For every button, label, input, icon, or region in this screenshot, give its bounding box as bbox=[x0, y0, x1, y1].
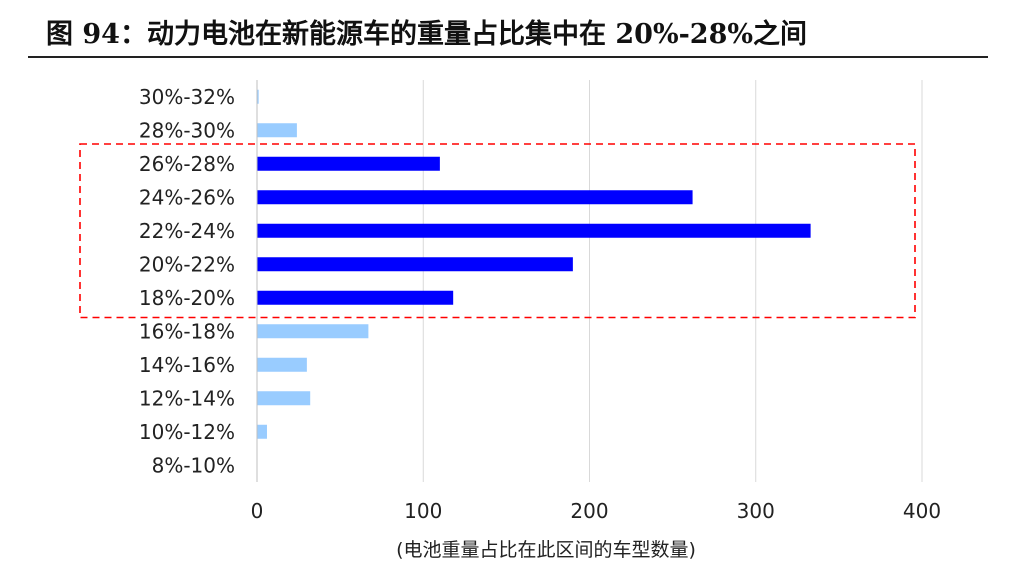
bar-28%-30% bbox=[257, 123, 297, 138]
bar-22%-24% bbox=[257, 223, 811, 238]
category-label: 26%-28% bbox=[139, 152, 235, 176]
title-divider bbox=[28, 56, 988, 58]
category-label: 10%-12% bbox=[139, 420, 235, 444]
category-label: 28%-30% bbox=[139, 118, 235, 142]
bar-24%-26% bbox=[257, 190, 693, 205]
bar-16%-18% bbox=[257, 324, 369, 339]
category-label: 16%-18% bbox=[139, 319, 235, 343]
bar-12%-14% bbox=[257, 391, 311, 406]
category-label: 20%-22% bbox=[139, 252, 235, 276]
x-tick-label: 300 bbox=[737, 499, 775, 523]
figure-title: 图 94：动力电池在新能源车的重量占比集中在 20%-28%之间 bbox=[46, 19, 808, 50]
x-tick-label: 400 bbox=[903, 499, 941, 523]
category-label: 18%-20% bbox=[139, 286, 235, 310]
bar-10%-12% bbox=[257, 424, 267, 439]
x-tick-label: 100 bbox=[404, 499, 442, 523]
category-label: 12%-14% bbox=[139, 386, 235, 410]
x-tick-label: 0 bbox=[251, 499, 264, 523]
grid-lines bbox=[422, 80, 923, 482]
category-label: 30%-32% bbox=[139, 85, 235, 109]
x-axis-label: (电池重量占比在此区间的车型数量) bbox=[396, 539, 696, 561]
category-label: 14%-16% bbox=[139, 353, 235, 377]
bar-14%-16% bbox=[257, 357, 307, 372]
bars bbox=[257, 89, 811, 439]
bar-26%-28% bbox=[257, 156, 440, 171]
category-label: 24%-26% bbox=[139, 185, 235, 209]
bar-18%-20% bbox=[257, 290, 454, 305]
bar-30%-32% bbox=[257, 89, 259, 104]
x-tick-labels: 0 100 200 300 400 bbox=[251, 499, 941, 523]
category-label: 22%-24% bbox=[139, 219, 235, 243]
category-labels: 30%-32% 28%-30% 26%-28% 24%-26% 22%-24% 20%-2… bbox=[139, 85, 235, 478]
category-label: 8%-10% bbox=[152, 453, 235, 477]
bar-20%-22% bbox=[257, 257, 573, 272]
x-tick-label: 200 bbox=[570, 499, 608, 523]
